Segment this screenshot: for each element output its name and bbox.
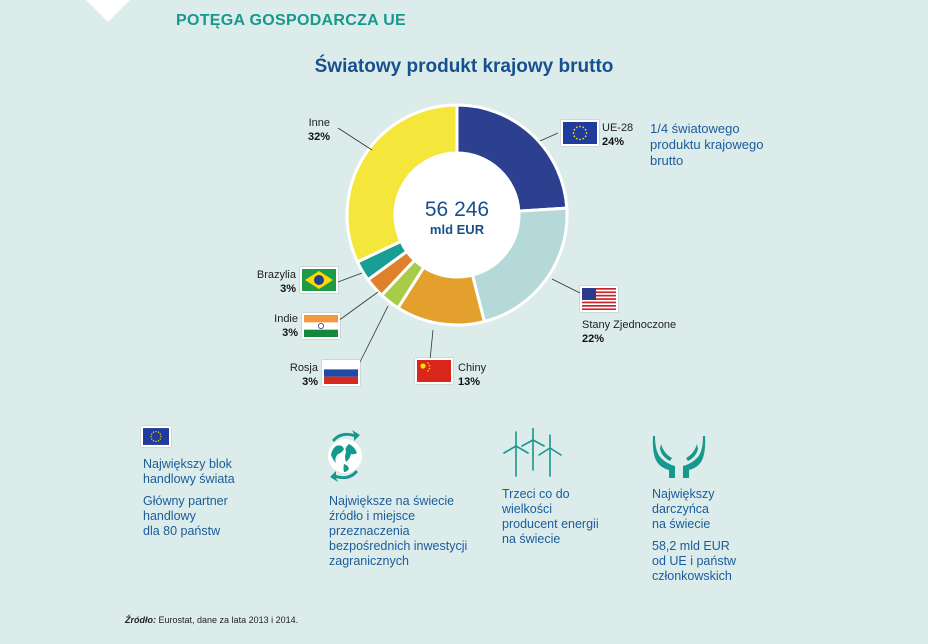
- donut-hole: [395, 153, 519, 277]
- label-other-name: Inne: [308, 117, 330, 129]
- us-flag-icon: [580, 286, 618, 312]
- label-russia: Rosja 3%: [270, 361, 318, 389]
- wind-turbines-icon: [503, 428, 562, 477]
- fact-line: członkowskich: [652, 569, 732, 583]
- fact-line: od UE i państw: [652, 554, 737, 568]
- source-note: Źródło: Eurostat, dane za lata 2013 i 20…: [125, 615, 298, 625]
- fact-line: przeznaczenia: [329, 524, 410, 538]
- fact-donor: Największy darczyńca na świecie 58,2 mld…: [652, 487, 736, 591]
- fact-line: handlowy świata: [143, 472, 235, 486]
- label-eu-name: UE-28: [602, 122, 634, 134]
- fact-line: bezpośrednich inwestycji: [329, 539, 468, 553]
- label-eu-value: 24%: [602, 136, 625, 148]
- label-china-value: 13%: [458, 376, 481, 388]
- fact-line: Największe na świecie: [329, 494, 455, 508]
- source-label: Źródło:: [125, 615, 156, 625]
- chart-title: Światowy produkt krajowy brutto: [314, 56, 614, 77]
- label-other: Inne 32%: [280, 116, 330, 144]
- leader-line-brazil: [337, 272, 363, 283]
- leader-line-other: [337, 127, 373, 151]
- leader-line-eu: [539, 132, 559, 142]
- label-india: Indie 3%: [250, 312, 298, 340]
- label-us-name: Stany Zjednoczone: [582, 319, 677, 331]
- russia-flag-icon: [322, 360, 360, 386]
- label-brazil-value: 3%: [280, 283, 296, 295]
- fact-line: Największy blok: [143, 457, 232, 471]
- fact-line: na świecie: [502, 532, 561, 546]
- fact-investment: Największe na świecie źródło i miejsce p…: [329, 494, 467, 569]
- eu-flag-icon: [561, 120, 599, 146]
- giving-hands-icon: [652, 436, 706, 478]
- leader-line-india: [337, 291, 379, 322]
- label-us: Stany Zjednoczone 22%: [582, 318, 676, 346]
- fact-line: na świecie: [652, 517, 711, 531]
- label-china-name: Chiny: [458, 362, 487, 374]
- eu-flag-icon: [141, 426, 171, 447]
- fact-line: producent energii: [502, 517, 599, 531]
- fact-line: 58,2 mld EUR: [652, 539, 730, 553]
- label-other-value: 32%: [307, 131, 330, 143]
- eu-annotation: 1/4 światowego produktu krajowego brutto: [650, 121, 764, 168]
- fact-line: zagranicznych: [329, 554, 409, 568]
- label-china: Chiny 13%: [458, 361, 486, 389]
- fact-line: dla 80 państw: [143, 524, 221, 538]
- label-us-value: 22%: [582, 333, 605, 345]
- center-total-value: 56 246: [424, 198, 490, 221]
- fact-line: handlowy: [143, 509, 196, 523]
- label-brazil: Brazylia 3%: [236, 268, 296, 296]
- fact-line: źródło i miejsce: [329, 509, 416, 523]
- label-eu: UE-28 24%: [602, 121, 633, 149]
- fact-line: darczyńca: [652, 502, 709, 516]
- india-flag-icon: [302, 313, 340, 339]
- label-india-name: Indie: [274, 313, 298, 325]
- brazil-flag-icon: [300, 267, 338, 293]
- fact-line: Trzeci co do: [502, 487, 570, 501]
- source-text: Eurostat, dane za lata 2013 i 2014.: [158, 615, 299, 625]
- leader-line-china: [429, 329, 434, 361]
- fact-energy: Trzeci co do wielkości producent energii…: [502, 487, 599, 547]
- leader-line-russia: [356, 305, 389, 369]
- globe-arrows-icon: [328, 430, 362, 482]
- label-russia-value: 3%: [302, 376, 318, 388]
- fact-line: Największy: [652, 487, 715, 501]
- label-russia-name: Rosja: [289, 362, 318, 374]
- center-total-unit: mld EUR: [429, 222, 485, 237]
- label-brazil-name: Brazylia: [256, 269, 296, 281]
- label-india-value: 3%: [282, 327, 298, 339]
- section-title: POTĘGA GOSPODARCZA UE: [176, 12, 407, 29]
- leader-line-us: [551, 278, 581, 294]
- china-flag-icon: [415, 358, 453, 384]
- fact-line: Główny partner: [143, 494, 228, 508]
- fact-line: wielkości: [502, 502, 553, 516]
- fact-trade-bloc: Największy blok handlowy świata Główny p…: [143, 457, 235, 546]
